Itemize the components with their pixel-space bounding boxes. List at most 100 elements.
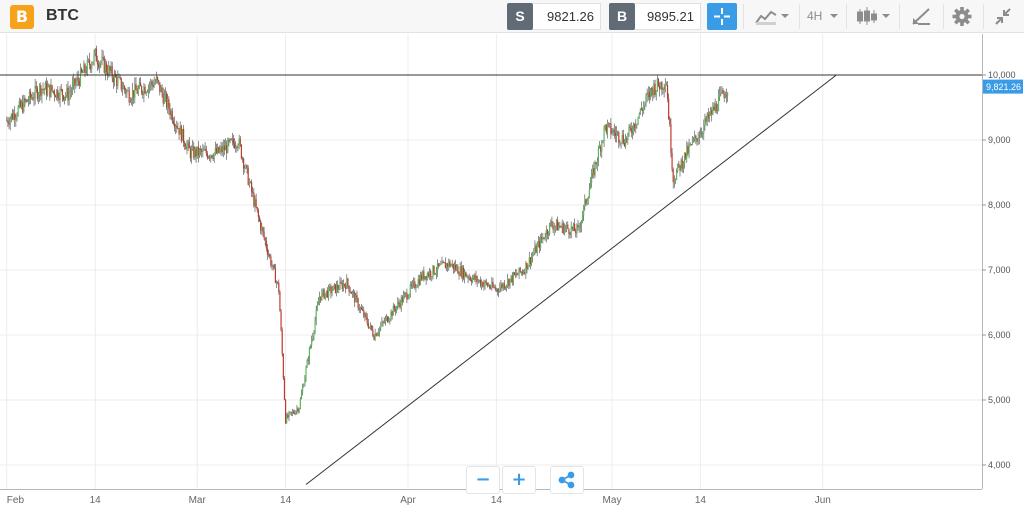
candle-body (418, 279, 420, 285)
candle-body (513, 272, 516, 275)
candle-body (14, 113, 16, 120)
candle-body (26, 99, 28, 102)
candle-body (326, 290, 329, 298)
candle-body (176, 125, 178, 129)
candle-body (10, 113, 12, 119)
candle-body (193, 146, 195, 158)
candle-body (273, 264, 275, 269)
candle-body (345, 285, 347, 289)
candle-body (483, 284, 485, 287)
candle-body (605, 124, 607, 133)
candle-body (677, 163, 679, 172)
candle-body (482, 282, 484, 287)
candle-body (389, 318, 391, 321)
candle-body (508, 279, 510, 286)
settings-button[interactable] (947, 3, 977, 30)
candle-body (500, 284, 502, 288)
candle-body (39, 85, 41, 95)
candle-body (631, 132, 633, 134)
sell-price[interactable]: 9821.26 (533, 3, 601, 30)
candle-body (317, 302, 320, 306)
share-button[interactable] (550, 466, 584, 494)
candle-body (323, 289, 325, 299)
sell-button[interactable]: S (507, 3, 533, 30)
candle-body (502, 283, 504, 288)
candle-body (398, 302, 400, 304)
candle-body (665, 85, 667, 86)
candle-body (708, 114, 711, 119)
candle-body (205, 148, 207, 154)
candlestick-chart[interactable]: 10,000 9,000 8,000 7,000 6,000 5,000 4,000 9,82… (0, 34, 1024, 517)
candle-body (540, 237, 542, 249)
price-tick-label: 9,000 (988, 135, 1011, 145)
candle-body (484, 280, 486, 285)
candle-style-dropdown[interactable] (852, 3, 894, 30)
candle-body (179, 126, 181, 135)
candle-body (113, 73, 116, 83)
buy-price[interactable]: 9895.21 (635, 3, 701, 30)
candle-body (392, 305, 394, 316)
candle-body (452, 263, 454, 270)
candle-body (424, 276, 426, 280)
candle-body (571, 226, 573, 229)
candle-body (189, 148, 191, 159)
candle-body (629, 126, 631, 129)
candle-body (162, 93, 164, 104)
candle-body (637, 116, 639, 124)
candle-body (334, 284, 337, 293)
candle-body (214, 148, 216, 153)
candle-body (697, 138, 699, 142)
candle-body (372, 329, 374, 336)
candle-body (290, 411, 292, 413)
candle-body (101, 56, 103, 63)
candle-body (350, 292, 352, 294)
candle-body (84, 64, 86, 72)
chart-type-dropdown[interactable] (750, 3, 794, 30)
candle-body (428, 271, 431, 277)
candle-body (105, 63, 108, 73)
zoom-out-button[interactable]: − (466, 466, 500, 494)
zoom-in-button[interactable]: + (502, 466, 536, 494)
candle-body (266, 248, 269, 255)
collapse-button[interactable] (988, 3, 1018, 30)
candle-body (190, 149, 193, 159)
candle-body (70, 90, 72, 92)
candle-body (705, 118, 707, 122)
candle-body (421, 274, 423, 280)
timeframe-dropdown[interactable] (802, 3, 840, 30)
candle-body (33, 98, 35, 100)
candle-body (144, 86, 146, 94)
candle-body (227, 139, 229, 154)
candle-body (384, 318, 386, 323)
candle-body (7, 120, 9, 124)
candle-body (600, 146, 602, 152)
candle-body (257, 210, 259, 217)
candle-body (238, 138, 240, 146)
candle-body (525, 262, 527, 274)
candle-body (128, 90, 130, 103)
candle-body (248, 182, 250, 185)
candle-body (43, 89, 45, 91)
candle-body (59, 88, 61, 101)
buy-button[interactable]: B (609, 3, 635, 30)
chevron-down-icon (882, 14, 890, 18)
drawing-tools-button[interactable] (905, 3, 937, 30)
candle-body (81, 68, 83, 73)
candle-body (703, 125, 705, 134)
candle-body (519, 267, 521, 273)
price-chart[interactable]: 10,000 9,000 8,000 7,000 6,000 5,000 4,000 9,82… (0, 34, 1024, 517)
toolbar-divider (799, 4, 800, 29)
crosshair-button[interactable] (707, 3, 737, 30)
candle-body (727, 92, 729, 96)
candle-body (263, 231, 265, 238)
time-tick-label: 14 (280, 495, 292, 506)
candle-body (42, 89, 44, 91)
candle-body (330, 286, 332, 294)
candle-body (712, 106, 714, 115)
time-tick-label: 14 (90, 495, 102, 506)
candle-body (236, 146, 238, 148)
candle-body (533, 252, 535, 255)
candle-body (88, 59, 91, 65)
share-icon (558, 471, 575, 489)
candle-body (192, 146, 194, 150)
